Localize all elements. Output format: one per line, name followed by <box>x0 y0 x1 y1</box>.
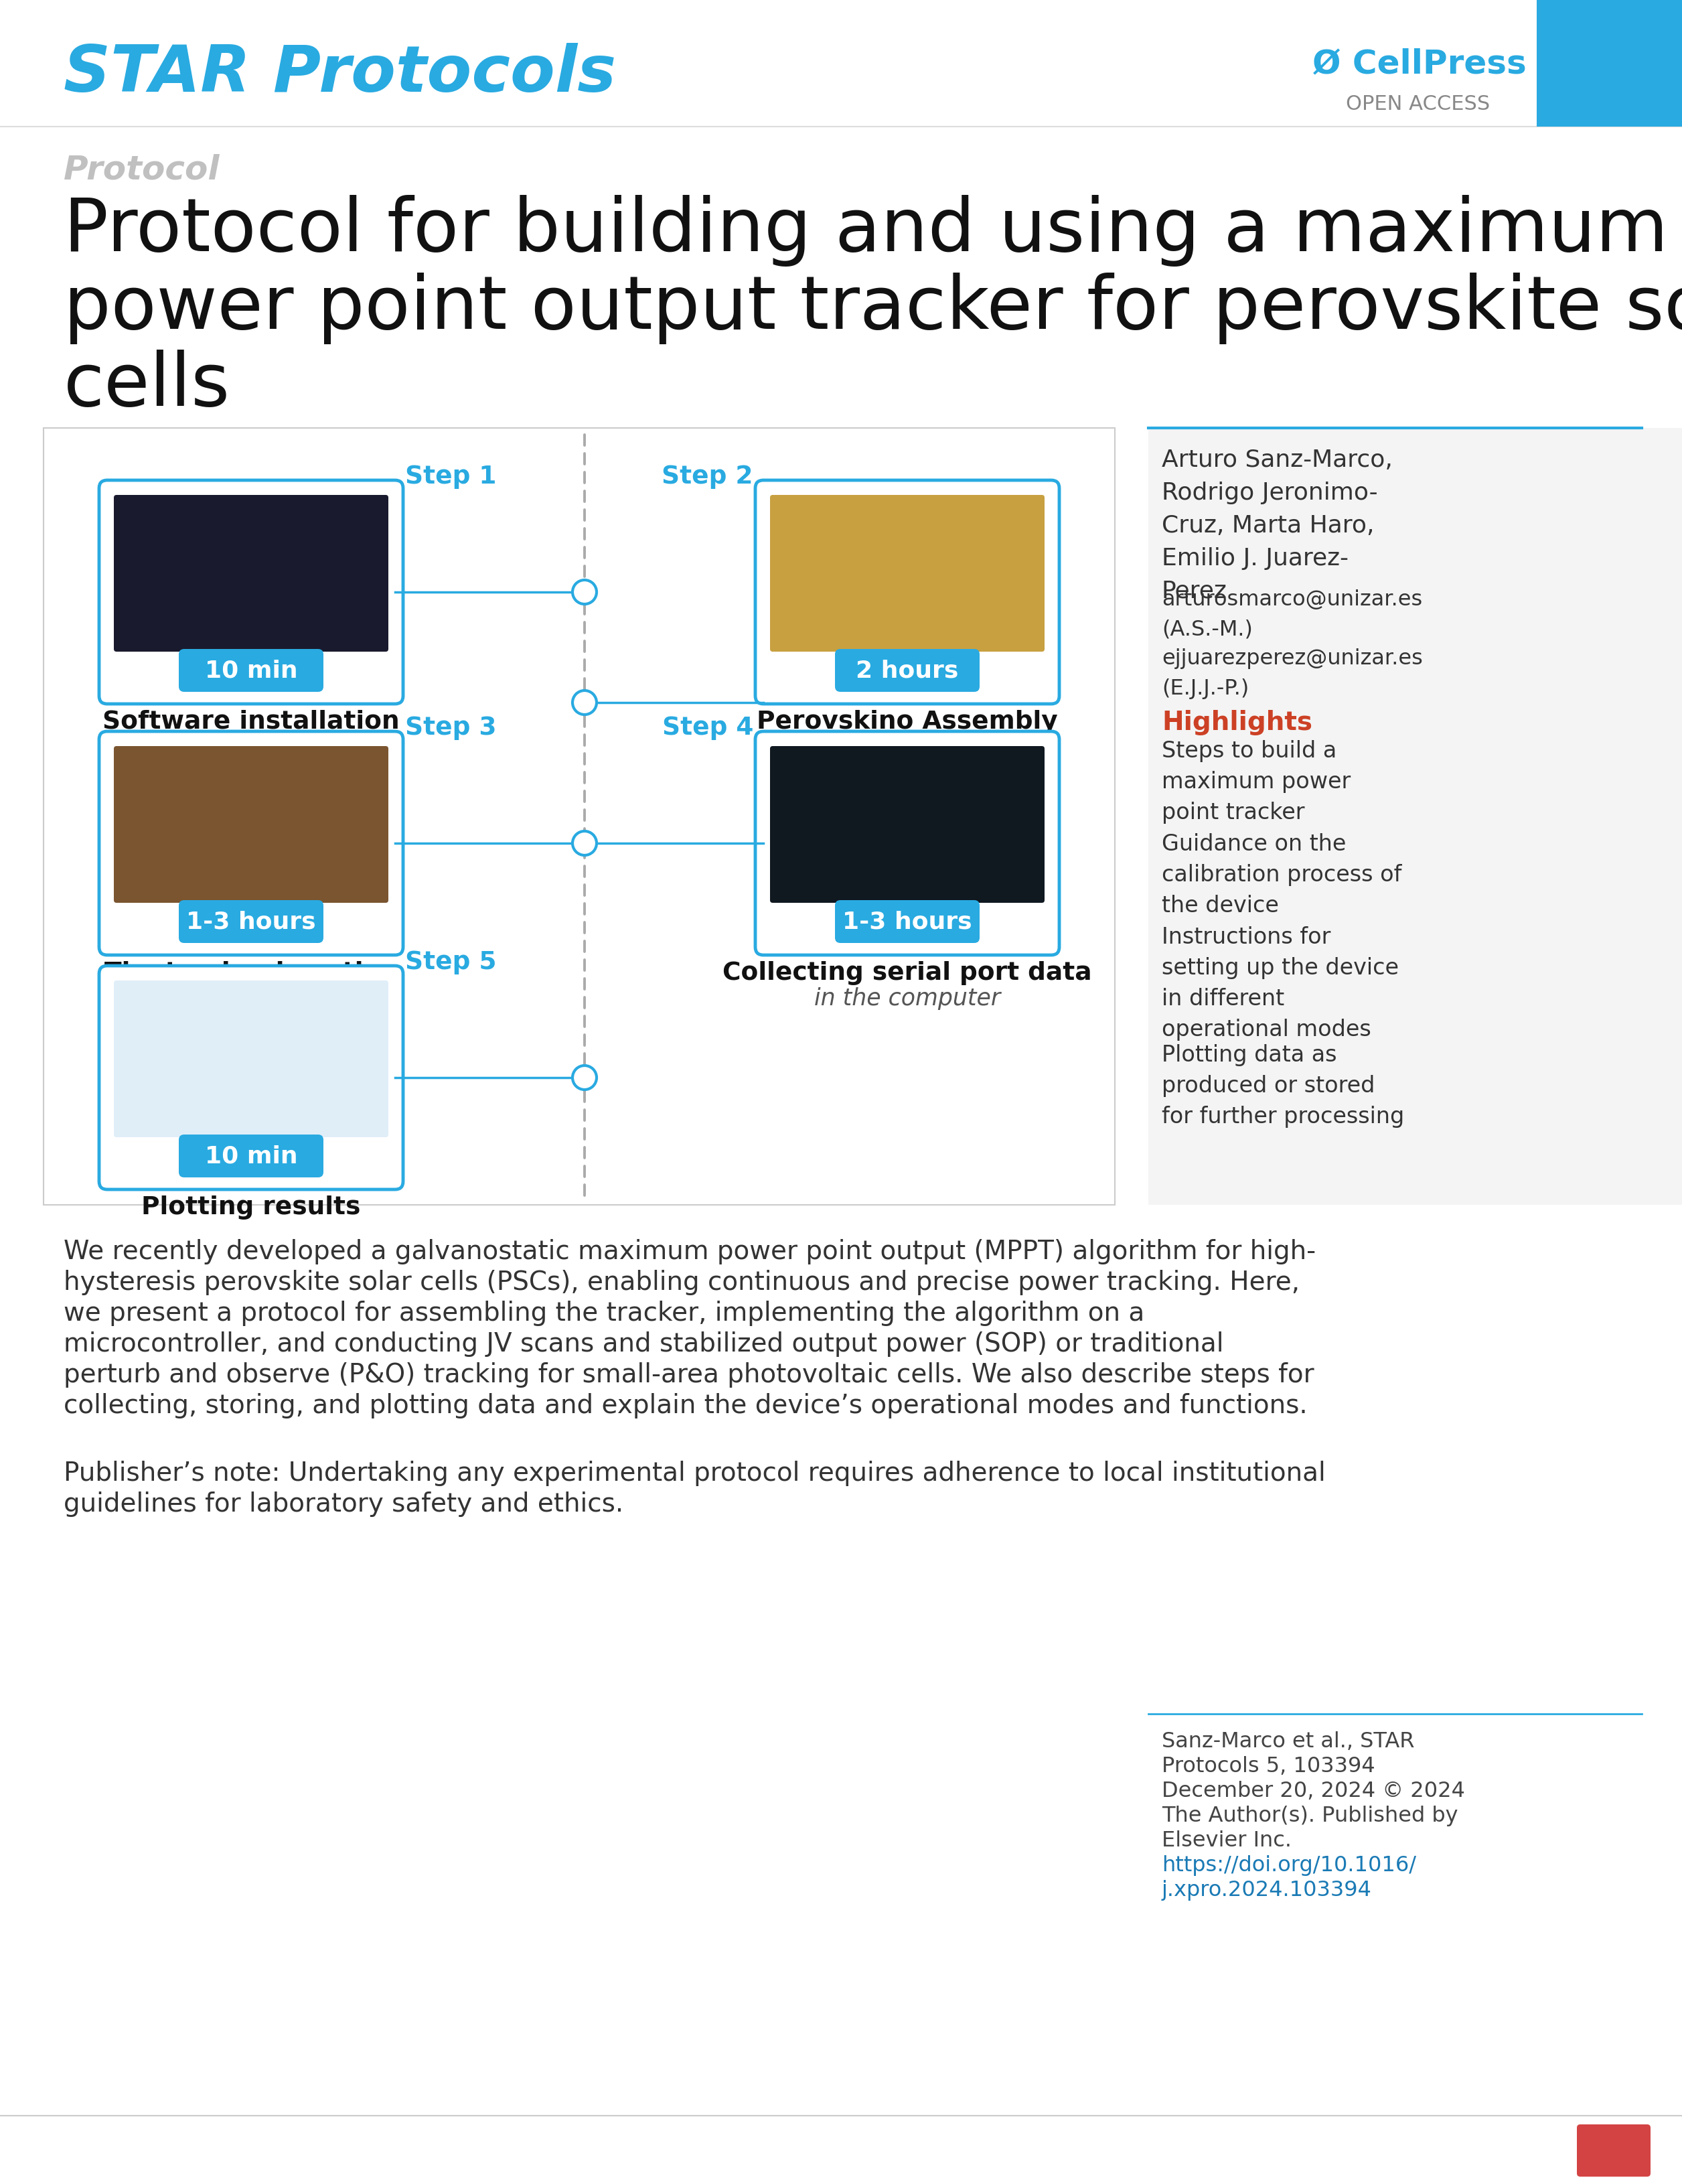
Text: Ø CellPress: Ø CellPress <box>1312 48 1527 79</box>
Text: hysteresis perovskite solar cells (PSCs), enabling continuous and precise power : hysteresis perovskite solar cells (PSCs)… <box>64 1269 1300 1295</box>
Text: Plotting data as
produced or stored
for further processing: Plotting data as produced or stored for … <box>1162 1044 1404 1127</box>
Text: perturb and observe (P&O) tracking for small-area photovoltaic cells. We also de: perturb and observe (P&O) tracking for s… <box>64 1363 1314 1387</box>
Text: Sanz-Marco et al., STAR: Sanz-Marco et al., STAR <box>1162 1730 1415 1752</box>
Text: Protocol: Protocol <box>64 153 220 186</box>
FancyBboxPatch shape <box>178 900 323 943</box>
Text: 10 min: 10 min <box>205 660 298 681</box>
Text: December 20, 2024 © 2024: December 20, 2024 © 2024 <box>1162 1780 1465 1802</box>
FancyBboxPatch shape <box>178 649 323 692</box>
Text: microcontroller, and conducting JV scans and stabilized output power (SOP) or tr: microcontroller, and conducting JV scans… <box>64 1330 1224 1356</box>
Text: 2 hours: 2 hours <box>856 660 959 681</box>
FancyBboxPatch shape <box>755 480 1060 705</box>
Text: Steps to build a
maximum power
point tracker: Steps to build a maximum power point tra… <box>1162 740 1351 823</box>
FancyBboxPatch shape <box>178 1136 323 1177</box>
Text: in the computer: in the computer <box>814 987 1001 1009</box>
Text: Software installation: Software installation <box>103 710 400 734</box>
Text: 10 min: 10 min <box>205 1144 298 1168</box>
Circle shape <box>572 1066 597 1090</box>
Text: https://doi.org/10.1016/: https://doi.org/10.1016/ <box>1162 1854 1416 1876</box>
Text: We recently developed a galvanostatic maximum power point output (MPPT) algorith: We recently developed a galvanostatic ma… <box>64 1238 1315 1265</box>
FancyBboxPatch shape <box>755 732 1060 954</box>
Text: Guidance on the
calibration process of
the device: Guidance on the calibration process of t… <box>1162 832 1401 917</box>
Text: Step 3: Step 3 <box>405 716 496 740</box>
FancyBboxPatch shape <box>770 747 1045 904</box>
FancyBboxPatch shape <box>99 732 404 954</box>
Text: we present a protocol for assembling the tracker, implementing the algorithm on : we present a protocol for assembling the… <box>64 1299 1144 1326</box>
Text: The Author(s). Published by: The Author(s). Published by <box>1162 1804 1458 1826</box>
Text: arturosmarco@unizar.es
(A.S.-M.)
ejjuarezperez@unizar.es
(E.J.J.-P.): arturosmarco@unizar.es (A.S.-M.) ejjuare… <box>1162 590 1423 699</box>
Circle shape <box>572 581 597 605</box>
FancyBboxPatch shape <box>1149 428 1682 1206</box>
FancyBboxPatch shape <box>834 649 979 692</box>
Text: cells: cells <box>64 349 230 422</box>
FancyBboxPatch shape <box>99 965 404 1190</box>
Text: Plotting results: Plotting results <box>141 1195 360 1219</box>
Text: Arturo Sanz-Marco,
Rodrigo Jeronimo-
Cruz, Marta Haro,
Emilio J. Juarez-
Perez: Arturo Sanz-Marco, Rodrigo Jeronimo- Cru… <box>1162 448 1393 603</box>
Text: Step 5: Step 5 <box>405 950 496 974</box>
FancyBboxPatch shape <box>1578 2125 1650 2177</box>
Text: OPEN ACCESS: OPEN ACCESS <box>1346 94 1490 114</box>
Text: Protocol for building and using a maximum: Protocol for building and using a maximu… <box>64 194 1669 266</box>
FancyBboxPatch shape <box>770 496 1045 653</box>
Text: Instructions for
setting up the device
in different
operational modes: Instructions for setting up the device i… <box>1162 926 1399 1040</box>
Text: j.xpro.2024.103394: j.xpro.2024.103394 <box>1162 1880 1373 1900</box>
FancyBboxPatch shape <box>114 747 389 904</box>
Text: IDE, Python environment: IDE, Python environment <box>106 736 397 758</box>
Text: power point output tracker for perovskite solar: power point output tracker for perovskit… <box>64 273 1682 343</box>
Text: The tracker in action: The tracker in action <box>104 961 399 985</box>
FancyBboxPatch shape <box>114 496 389 653</box>
Text: guidelines for laboratory safety and ethics.: guidelines for laboratory safety and eth… <box>64 1492 624 1516</box>
Text: Publisher’s note: Undertaking any experimental protocol requires adherence to lo: Publisher’s note: Undertaking any experi… <box>64 1461 1325 1485</box>
FancyBboxPatch shape <box>834 900 979 943</box>
Text: Step 2: Step 2 <box>663 465 754 489</box>
Text: Soldering components: Soldering components <box>777 736 1038 758</box>
Text: Collecting serial port data: Collecting serial port data <box>723 961 1092 985</box>
Text: 1-3 hours: 1-3 hours <box>187 911 316 933</box>
Text: Step 4: Step 4 <box>663 716 754 740</box>
Text: Protocols 5, 103394: Protocols 5, 103394 <box>1162 1756 1376 1776</box>
Text: STAR Protocols: STAR Protocols <box>64 41 616 105</box>
Text: Highlights: Highlights <box>1162 710 1312 736</box>
FancyBboxPatch shape <box>114 981 389 1138</box>
Text: 1-3 hours: 1-3 hours <box>843 911 972 933</box>
Text: Step 1: Step 1 <box>405 465 496 489</box>
Text: driving a solar cell: driving a solar cell <box>145 987 358 1009</box>
Text: Elsevier Inc.: Elsevier Inc. <box>1162 1830 1292 1850</box>
FancyBboxPatch shape <box>44 428 1115 1206</box>
Text: Perovskino Assembly: Perovskino Assembly <box>757 710 1058 734</box>
Text: collecting, storing, and plotting data and explain the device’s operational mode: collecting, storing, and plotting data a… <box>64 1393 1307 1417</box>
FancyBboxPatch shape <box>1537 0 1682 127</box>
FancyBboxPatch shape <box>99 480 404 705</box>
Circle shape <box>572 832 597 856</box>
Circle shape <box>572 690 597 714</box>
